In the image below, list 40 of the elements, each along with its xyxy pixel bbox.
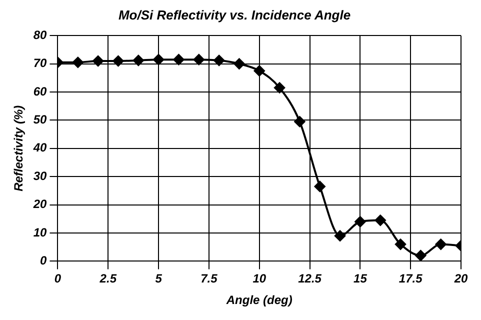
point: [435, 238, 446, 250]
point: [334, 230, 346, 242]
x-tick-label: 10: [252, 272, 266, 286]
y-tick-label: 0: [40, 254, 48, 268]
point: [254, 65, 265, 76]
x-tick-label: 0: [54, 272, 62, 286]
y-tick-label: 60: [33, 84, 48, 98]
x-tick-label: 17.5: [398, 272, 423, 286]
y-tick-label: 40: [32, 140, 48, 155]
point: [395, 238, 406, 250]
chart-title: Mo/Si Reflectivity vs. Incidence Angle: [118, 7, 351, 22]
point: [374, 214, 386, 226]
point: [72, 56, 84, 68]
point: [274, 82, 286, 94]
point: [193, 54, 204, 66]
point: [132, 54, 144, 66]
point: [234, 58, 245, 70]
y-tick-label: 70: [33, 56, 48, 70]
y-tick-label: 80: [33, 28, 48, 42]
point: [153, 54, 164, 66]
y-tick-label: 30: [33, 168, 48, 183]
point: [112, 55, 124, 66]
point: [92, 55, 104, 66]
x-tick-label: 12.5: [298, 272, 322, 286]
y-tick-label: 20: [32, 197, 48, 212]
x-axis-title: Angle (deg): [225, 293, 292, 308]
point: [314, 180, 326, 192]
point: [173, 54, 184, 66]
point: [354, 216, 366, 228]
x-tick-label: 2.5: [98, 272, 117, 286]
y-axis-title: Reflectivity (%): [12, 105, 26, 192]
point: [294, 116, 306, 128]
point: [214, 54, 225, 66]
point: [415, 250, 426, 262]
y-tick-label: 10: [33, 225, 48, 240]
x-tick-label: 20: [453, 272, 468, 286]
y-tick-label: 50: [33, 112, 48, 127]
x-tick-label: 5: [155, 272, 162, 286]
x-tick-label: 7.5: [200, 272, 218, 286]
x-tick-label: 15: [354, 272, 368, 286]
